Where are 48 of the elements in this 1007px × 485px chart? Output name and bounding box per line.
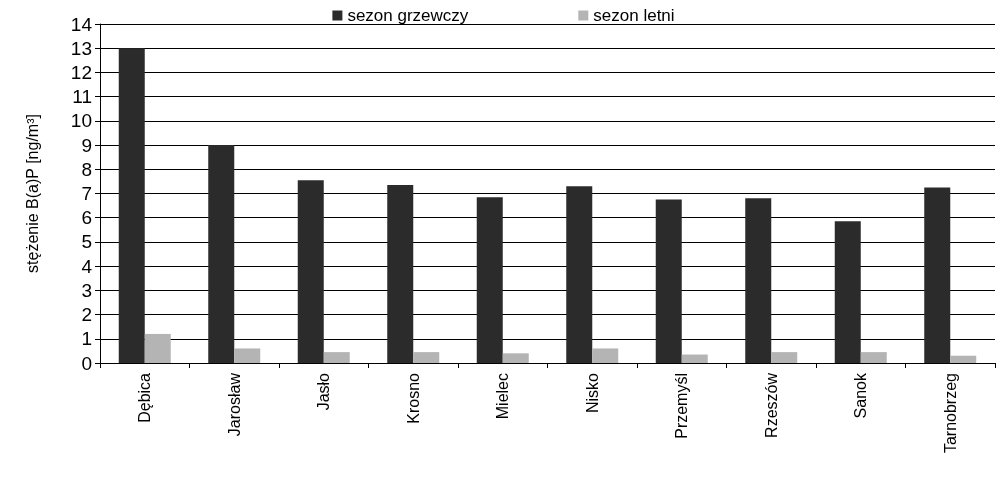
- x-tick-label: Sanok: [852, 372, 870, 419]
- x-tick-label: Jasło: [315, 372, 333, 411]
- bar: [502, 353, 529, 363]
- y-axis-title: stężenie B(a)P [ng/m³]: [23, 114, 41, 273]
- bar: [476, 197, 503, 363]
- y-tick-label: 3: [81, 279, 92, 301]
- bar: [745, 198, 772, 363]
- bar: [771, 352, 798, 363]
- x-tick-label: Tarnobrzeg: [941, 373, 959, 454]
- x-tick-label: Przemyśl: [673, 373, 691, 439]
- y-tick-label: 11: [72, 86, 92, 108]
- bar: [144, 333, 171, 363]
- x-tick-label: Jarosław: [225, 372, 243, 437]
- y-tick-label: 6: [81, 207, 92, 229]
- bar: [297, 180, 324, 363]
- bar: [234, 348, 261, 363]
- x-tick-label: Rzeszów: [762, 372, 780, 438]
- bar: [413, 352, 440, 363]
- bar: [387, 185, 414, 363]
- bar: [655, 199, 682, 363]
- bar: [950, 355, 977, 363]
- y-tick-label: 12: [70, 61, 92, 83]
- y-tick-label: 13: [70, 37, 92, 59]
- bar: [566, 186, 593, 363]
- bar: [681, 354, 708, 363]
- bar: [860, 352, 887, 363]
- y-tick-label: 5: [81, 231, 92, 253]
- legend-label: sezon letni: [593, 6, 675, 25]
- y-tick-label: 4: [81, 255, 93, 277]
- y-tick-label: 0: [81, 352, 92, 374]
- legend-label: sezon grzewczy: [347, 6, 469, 25]
- y-tick-label: 8: [81, 158, 92, 180]
- bar: [323, 352, 350, 363]
- bar: [118, 48, 145, 363]
- bar: [834, 221, 861, 363]
- bar: [924, 187, 951, 363]
- bar: [208, 145, 235, 363]
- y-tick-label: 1: [81, 328, 92, 350]
- y-tick-label: 10: [70, 110, 92, 132]
- x-tick-label: Krosno: [404, 372, 422, 424]
- y-tick-label: 14: [70, 13, 93, 35]
- x-tick-label: Mielec: [494, 373, 512, 420]
- x-tick-label: Dębica: [136, 372, 154, 423]
- y-tick-label: 7: [81, 183, 92, 204]
- y-tick-label: 9: [81, 134, 92, 156]
- x-tick-label: Nisko: [583, 372, 601, 414]
- bar: [592, 348, 619, 363]
- y-tick-label: 2: [81, 304, 92, 326]
